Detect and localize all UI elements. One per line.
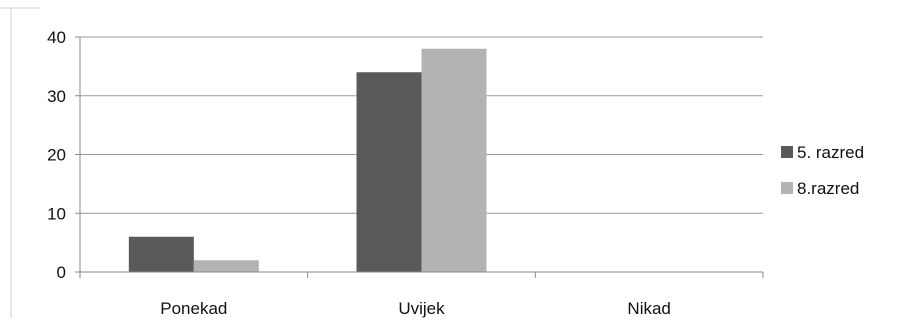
bar-uvijek-series-1 [356,72,422,272]
y-axis-ticks: 0 10 20 30 40 [47,28,81,282]
y-tick-label: 10 [47,204,66,223]
category-label-nikad: Nikad [627,299,670,318]
legend-swatch-8-razred [781,182,793,194]
legend-label-8-razred: 8.razred [797,179,859,198]
bar-ponekad-series-2 [193,260,259,272]
bars [128,48,487,272]
bar-uvijek-series-2 [421,48,487,272]
y-tick-label: 30 [47,87,66,106]
legend-label-5-razred: 5. razred [797,143,864,162]
y-tick-label: 20 [47,146,66,165]
y-tick-label: 40 [47,28,66,47]
x-axis [79,271,764,278]
bar-ponekad-series-1 [128,236,194,272]
category-label-ponekad: Ponekad [160,299,227,318]
legend: 5. razred 8.razred [781,143,864,198]
legend-swatch-5-razred [781,146,793,158]
category-label-uvijek: Uvijek [398,299,445,318]
x-axis-categories: Ponekad Uvijek Nikad [160,299,671,318]
y-tick-label: 0 [57,263,66,282]
